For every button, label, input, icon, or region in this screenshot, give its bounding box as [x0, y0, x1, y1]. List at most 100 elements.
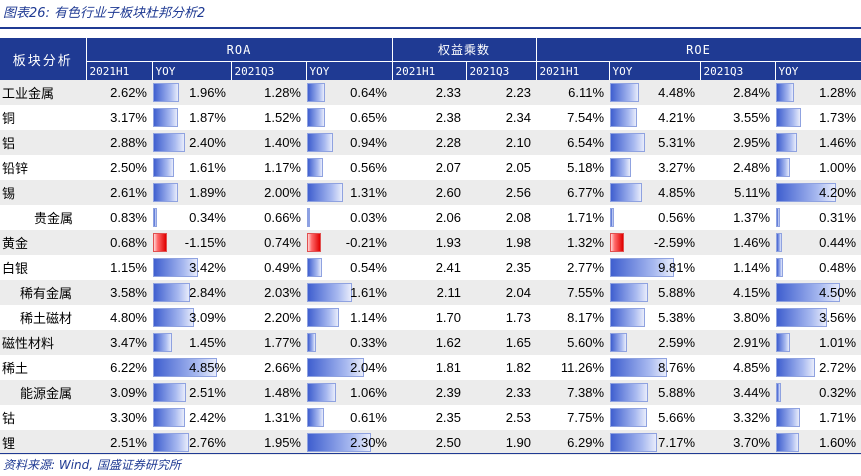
row-name: 磁性材料 [0, 330, 86, 355]
cell-roa-q3: 1.40% [231, 130, 306, 155]
cell-em-q3: 2.04 [466, 280, 537, 305]
data-bar [153, 358, 217, 377]
cell-roa-q3: 1.77% [231, 330, 306, 355]
data-bar [610, 383, 649, 402]
subheader-roe-h1: 2021H1 [536, 61, 610, 80]
cell-roe-yoy2: 1.01% [775, 330, 861, 355]
cell-roe-yoy2: 0.32% [775, 380, 861, 405]
data-bar [153, 183, 178, 202]
data-bar [153, 433, 189, 452]
cell-value: 0.03% [350, 210, 387, 225]
cell-value: 5.31% [658, 135, 696, 150]
cell-value: 2.30% [350, 435, 387, 450]
row-name: 稀有金属 [0, 280, 86, 305]
data-bar [610, 83, 640, 102]
cell-roa-h1: 1.15% [110, 260, 147, 275]
cell-roa-yoy1: 2.42% [152, 405, 231, 430]
row-name: 能源金属 [0, 380, 86, 405]
cell-value: 7.17% [658, 435, 696, 450]
table-row: 稀土磁材 4.80% 3.09% 2.20% 1.14% 1.70 1.73 8.17% 5.3… [0, 305, 861, 330]
table-row: 贵金属 0.83% 0.34% 0.66% 0.03% 2.06 2.08 1.71% 0.56… [0, 205, 861, 230]
cell-value: 1.28% [819, 85, 857, 100]
data-bar [610, 358, 668, 377]
cell-value: 4.21% [658, 110, 696, 125]
data-bar [307, 258, 322, 277]
cell-roa-q3: 1.48% [231, 380, 306, 405]
group-header-roe: ROE [536, 38, 861, 62]
cell-roa-yoy2: 0.94% [306, 130, 392, 155]
cell-value: 1.01% [819, 335, 857, 350]
cell-roe-q3: 3.70% [700, 430, 776, 455]
bottom-rule [0, 453, 861, 454]
data-bar [610, 333, 628, 352]
cell-em-q3: 1.65 [466, 330, 537, 355]
table-row: 磁性材料 3.47% 1.45% 1.77% 0.33% 1.62 1.65 5.60% 2.5… [0, 330, 861, 355]
subheader-roa-yoy1: YOY [152, 61, 232, 80]
row-name: 铝 [0, 130, 86, 155]
cell-roa-yoy2: 1.31% [306, 180, 392, 205]
cell-roe-yoy1: 5.38% [609, 305, 700, 330]
cell-roe-h1: 1.32% [536, 230, 610, 255]
data-bar [307, 283, 352, 302]
cell-em-h1: 2.38 [435, 110, 461, 125]
cell-value: 0.31% [819, 210, 857, 225]
data-bar [153, 383, 186, 402]
cell-em-q3: 2.56 [466, 180, 537, 205]
cell-value: 0.33% [350, 335, 387, 350]
cell-roa-h1: 3.47% [86, 330, 152, 355]
cell-roa-q3: 0.66% [264, 210, 301, 225]
cell-roe-yoy2: 4.50% [775, 280, 861, 305]
row-name: 锂 [0, 430, 86, 455]
subheader-roe-yoy2: YOY [775, 61, 861, 80]
cell-value: 0.44% [819, 235, 857, 250]
cell-em-q3: 1.98 [466, 230, 537, 255]
cell-roe-yoy2: 4.20% [775, 180, 861, 205]
cell-roa-q3: 0.74% [231, 230, 306, 255]
cell-roe-h1: 11.26% [560, 360, 605, 375]
cell-roa-yoy2: 2.30% [306, 430, 392, 455]
group-header-roa: ROA [86, 38, 393, 62]
row-name: 稀土磁材 [20, 312, 73, 327]
cell-roe-yoy2: 0.31% [775, 205, 861, 230]
cell-roa-h1: 4.80% [110, 310, 147, 325]
data-bar [776, 83, 795, 102]
cell-roa-h1: 0.68% [86, 230, 152, 255]
cell-roe-yoy2: 1.71% [775, 405, 861, 430]
cell-value: 5.88% [658, 285, 696, 300]
cell-roa-yoy2: 0.64% [306, 80, 392, 105]
cell-value: 3.27% [658, 160, 696, 175]
data-bar [776, 158, 791, 177]
table-row: 稀土 6.22% 4.85% 2.66% 2.04% 1.81 1.82 11.26% 8.76… [0, 355, 861, 380]
row-name: 白银 [2, 262, 29, 277]
cell-em-q3: 2.05 [505, 160, 532, 175]
cell-roe-yoy2: 0.48% [775, 255, 861, 280]
cell-roa-h1: 2.61% [86, 180, 152, 205]
cell-roa-h1: 2.50% [110, 160, 147, 175]
cell-value: 4.85% [658, 185, 696, 200]
row-name: 黄金 [0, 230, 86, 255]
cell-roe-h1: 6.77% [536, 180, 610, 205]
cell-roe-yoy2: 1.73% [775, 105, 861, 130]
cell-roa-q3: 2.66% [264, 360, 301, 375]
cell-roe-q3: 2.48% [733, 160, 771, 175]
cell-roa-yoy2: -0.21% [306, 230, 392, 255]
cell-em-h1: 2.06 [435, 210, 461, 225]
cell-roe-yoy1: 9.81% [609, 255, 700, 280]
data-bar [776, 433, 800, 452]
cell-roe-yoy2: 2.72% [775, 355, 861, 380]
cell-value: 4.50% [819, 285, 857, 300]
data-bar [307, 133, 333, 152]
cell-em-q3: 1.73 [505, 310, 532, 325]
cell-roe-yoy2: 1.00% [775, 155, 861, 180]
cell-em-q3: 2.53 [505, 410, 532, 425]
table-row: 铅锌 2.50% 1.61% 1.17% 0.56% 2.07 2.05 5.18% 3.27%… [0, 155, 861, 180]
cell-em-h1: 2.28 [392, 130, 466, 155]
cell-value: 9.81% [658, 260, 696, 275]
source-note: 资料来源: Wind, 国盛证券研究所 [3, 458, 181, 472]
data-bar [153, 158, 174, 177]
cell-value: 1.06% [350, 385, 387, 400]
row-name: 铅锌 [2, 162, 29, 177]
cell-value: 2.04% [350, 360, 387, 375]
cell-value: 1.71% [819, 410, 857, 425]
cell-roa-yoy1: 3.09% [152, 305, 231, 330]
